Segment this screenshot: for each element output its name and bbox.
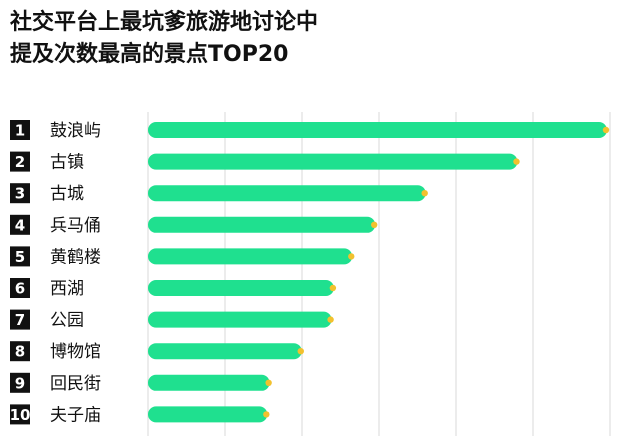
rank-number-5: 5 — [15, 248, 25, 266]
bar-end-dot-9 — [265, 379, 272, 386]
bar-end-dot-8 — [297, 348, 304, 355]
rank-number-3: 3 — [15, 185, 25, 203]
rank-box-8 — [10, 341, 30, 362]
bar-2 — [148, 153, 518, 170]
bar-end-dot-5 — [348, 253, 355, 260]
chart-title-line-2: 提及次数最高的景点TOP20 — [10, 42, 289, 67]
category-label-1: 鼓浪屿 — [50, 121, 101, 141]
category-label-7: 公园 — [50, 311, 84, 331]
bar-end-dot-3 — [421, 190, 428, 197]
rank-number-1: 1 — [15, 122, 25, 140]
rank-box-10 — [10, 404, 30, 425]
rank-box-9 — [10, 372, 30, 393]
category-label-4: 兵马俑 — [50, 216, 101, 236]
bars — [148, 122, 610, 423]
category-label-10: 夫子庙 — [50, 405, 101, 425]
rank-box-3 — [10, 183, 30, 204]
rank-number-4: 4 — [15, 216, 25, 234]
rank-box-7 — [10, 309, 30, 330]
category-label-8: 博物馆 — [50, 342, 101, 362]
rank-box-5 — [10, 246, 30, 267]
category-label-3: 古城 — [50, 184, 84, 204]
bar-3 — [148, 185, 426, 202]
rank-number-10: 10 — [10, 406, 31, 424]
bar-end-dot-2 — [513, 158, 520, 165]
rank-number-7: 7 — [15, 311, 25, 329]
rank-box-6 — [10, 278, 30, 298]
rank-box-1 — [10, 120, 30, 140]
bar-end-dot-4 — [371, 221, 378, 228]
bar-4 — [148, 216, 376, 233]
bar-7 — [148, 311, 332, 328]
rank-box-4 — [10, 214, 30, 235]
bar-end-dot-1 — [602, 126, 610, 134]
rank-box-2 — [10, 151, 30, 172]
category-label-9: 回民街 — [50, 374, 101, 394]
rank-number-6: 6 — [15, 280, 25, 298]
bar-10 — [148, 406, 268, 423]
bar-end-dot-6 — [329, 284, 337, 292]
bar-end-dot-10 — [263, 411, 270, 418]
category-label-5: 黄鹤楼 — [50, 247, 101, 267]
bar-6 — [148, 280, 334, 296]
bar-9 — [148, 374, 270, 391]
bar-8 — [148, 343, 302, 360]
rank-number-9: 9 — [15, 374, 25, 392]
bar-1 — [148, 122, 607, 138]
bar-5 — [148, 248, 353, 265]
rank-number-8: 8 — [15, 343, 25, 361]
chart-title-line-1: 社交平台上最坑爹旅游地讨论中 — [10, 10, 319, 35]
category-label-6: 西湖 — [50, 279, 84, 299]
bar-end-dot-7 — [327, 316, 334, 323]
rank-number-2: 2 — [15, 153, 25, 171]
rows: 1 鼓浪屿 2 古镇 3 古城 4 兵马俑 5 黄鹤楼 6 西湖 7 公园 8 博物馆 9 回民街 10 夫子庙 — [10, 120, 101, 425]
category-label-2: 古镇 — [50, 153, 84, 173]
